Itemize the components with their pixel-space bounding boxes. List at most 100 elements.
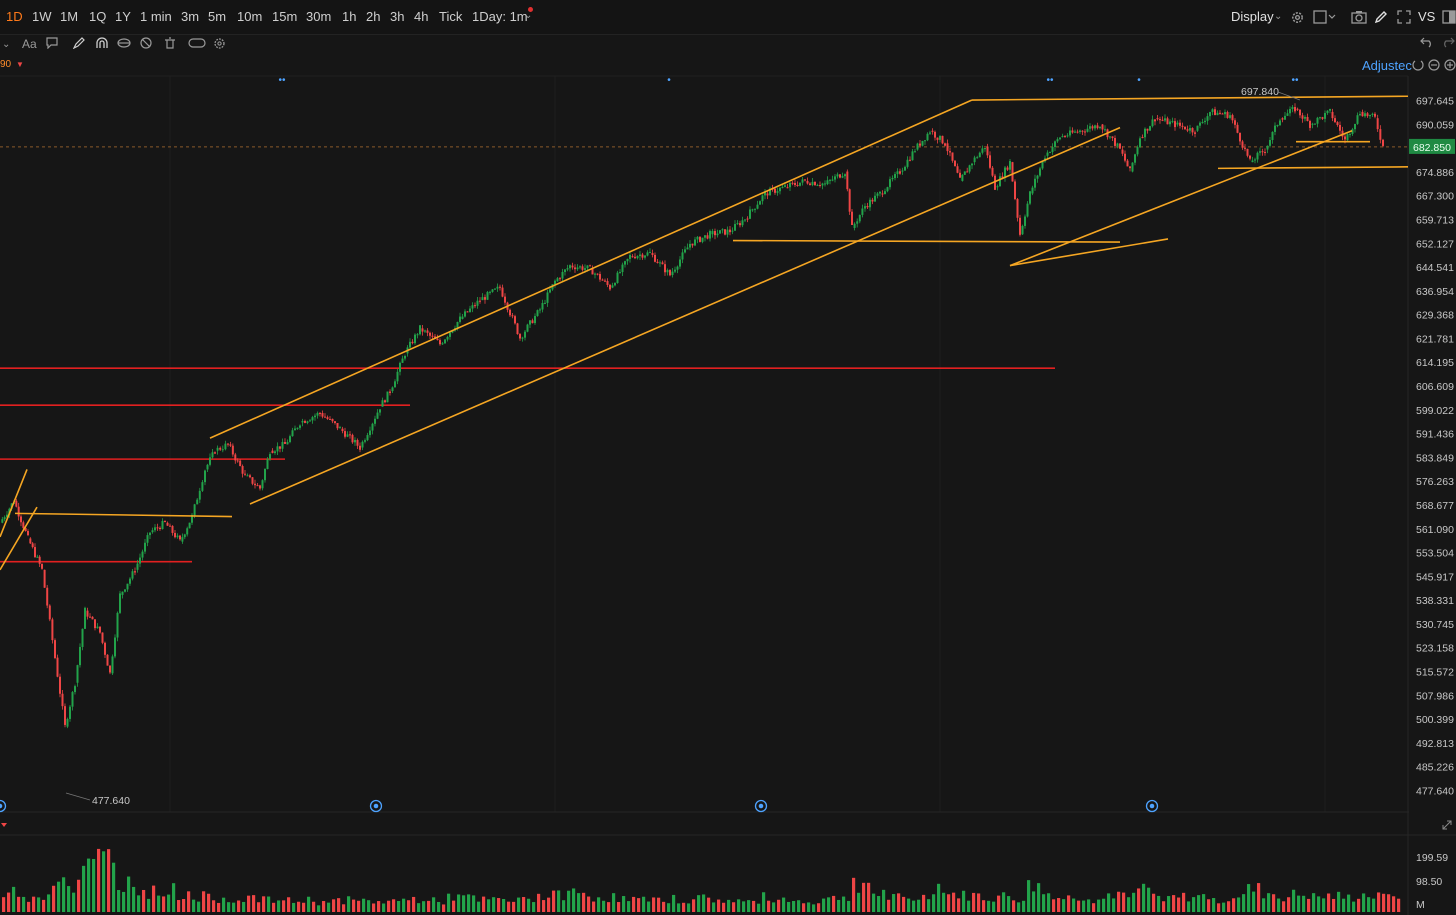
tf-1min[interactable]: 1 min — [140, 9, 172, 24]
tf-1y[interactable]: 1Y — [115, 9, 131, 24]
volume-bar — [1392, 896, 1396, 912]
candle-down — [656, 261, 659, 263]
tf-15m[interactable]: 15m — [272, 9, 298, 24]
volume-bar — [107, 849, 111, 912]
tf-10m[interactable]: 10m — [237, 9, 263, 24]
volume-bar — [32, 896, 36, 912]
candle-down — [1141, 137, 1144, 139]
tf-3h[interactable]: 3h — [390, 9, 405, 24]
candle-up — [546, 292, 549, 303]
tf-2h[interactable]: 2h — [366, 9, 381, 24]
undo-icon[interactable] — [1420, 36, 1434, 48]
display-chevron-icon[interactable]: ⌄ — [1274, 11, 1283, 22]
comment-icon[interactable] — [46, 37, 58, 49]
pencil-icon[interactable] — [1374, 10, 1388, 24]
volume-bar — [257, 902, 261, 912]
adjusted-label[interactable]: Adjustec — [1362, 58, 1412, 73]
tf-4h[interactable]: 4h — [414, 9, 429, 24]
tf-1h[interactable]: 1h — [342, 9, 357, 24]
indicator-dropdown-icon[interactable]: ▼ — [16, 60, 24, 69]
volume-bar — [537, 893, 541, 912]
dropdown-icon[interactable]: ⌄ — [2, 39, 11, 50]
candle-down — [596, 273, 599, 275]
candle-down — [519, 334, 521, 339]
tf-1m[interactable]: 1M — [60, 9, 79, 24]
candle-down — [819, 185, 821, 187]
candle-down — [1309, 121, 1311, 128]
tf-3m[interactable]: 3m — [181, 9, 200, 24]
candle-up — [149, 532, 151, 536]
trendlines — [0, 95, 1409, 571]
candle-up — [858, 214, 861, 222]
panel-icon[interactable] — [1442, 10, 1456, 24]
pen-icon[interactable] — [73, 37, 85, 49]
vs-button[interactable]: VS — [1418, 9, 1436, 24]
tf-1w[interactable]: 1W — [32, 9, 52, 24]
interval-chevron-icon[interactable]: ⌄ — [524, 10, 533, 21]
volume-bar — [1032, 891, 1036, 912]
candle-up — [721, 229, 724, 231]
volume-bar — [182, 899, 186, 912]
candle-up — [201, 482, 204, 491]
interval-selector[interactable]: 1Day: 1m — [472, 9, 528, 24]
candle-down — [1121, 149, 1124, 154]
trash-icon[interactable] — [164, 37, 176, 49]
tf-1d[interactable]: 1D — [6, 9, 23, 24]
settings-icon[interactable] — [213, 37, 226, 50]
candles — [1, 103, 1384, 729]
gear-icon[interactable] — [1290, 10, 1305, 25]
candle-up — [586, 265, 589, 269]
event-marker-top: • — [667, 75, 671, 86]
volume-bar — [677, 903, 681, 912]
tf-1q[interactable]: 1Q — [89, 9, 107, 24]
candle-up — [999, 176, 1001, 187]
candle-down — [559, 278, 561, 280]
event-marker-bottom-dot — [0, 803, 3, 809]
volume-bar — [302, 902, 306, 912]
candle-up — [529, 320, 531, 325]
fullscreen-icon[interactable] — [1397, 10, 1411, 24]
candle-down — [1231, 115, 1234, 121]
volume-bar — [1327, 893, 1331, 912]
reset-icon[interactable] — [1412, 59, 1424, 71]
candle-up — [1059, 137, 1061, 140]
candle-up — [191, 514, 193, 523]
eye-icon[interactable] — [117, 37, 131, 49]
layout-icon[interactable] — [1313, 10, 1337, 24]
volume-bar — [617, 902, 621, 912]
candle-up — [1151, 119, 1154, 127]
link-icon[interactable] — [188, 37, 206, 49]
text-icon[interactable]: Aa — [22, 37, 37, 51]
zoom-out-icon[interactable] — [1428, 59, 1440, 71]
magnet-icon[interactable] — [95, 37, 109, 49]
volume-bar — [102, 851, 106, 912]
hide-icon[interactable] — [140, 37, 152, 49]
display-button[interactable]: Display — [1231, 9, 1274, 24]
zoom-in-icon[interactable] — [1444, 59, 1456, 71]
camera-icon[interactable] — [1351, 10, 1367, 24]
tf-5m[interactable]: 5m — [208, 9, 227, 24]
candle-up — [569, 265, 571, 269]
candle-up — [1289, 108, 1291, 114]
volume-bar — [1147, 887, 1151, 912]
volume-bar — [112, 862, 116, 912]
candle-up — [1354, 123, 1356, 130]
redo-icon[interactable] — [1441, 36, 1455, 48]
candle-down — [89, 616, 91, 618]
candle-down — [599, 274, 601, 280]
tf-30m[interactable]: 30m — [306, 9, 332, 24]
price-tick-label: 682.850 — [1416, 142, 1454, 154]
candle-up — [361, 441, 364, 448]
candle-up — [671, 271, 674, 276]
tf-tick[interactable]: Tick — [439, 9, 463, 24]
candle-up — [1311, 123, 1314, 125]
candle-down — [434, 336, 436, 339]
candle-down — [1299, 109, 1301, 116]
candle-up — [834, 176, 836, 180]
candle-down — [806, 180, 809, 184]
candle-down — [436, 338, 439, 341]
candle-up — [1276, 125, 1279, 127]
candle-down — [159, 527, 161, 530]
volume-bar — [2, 897, 6, 912]
